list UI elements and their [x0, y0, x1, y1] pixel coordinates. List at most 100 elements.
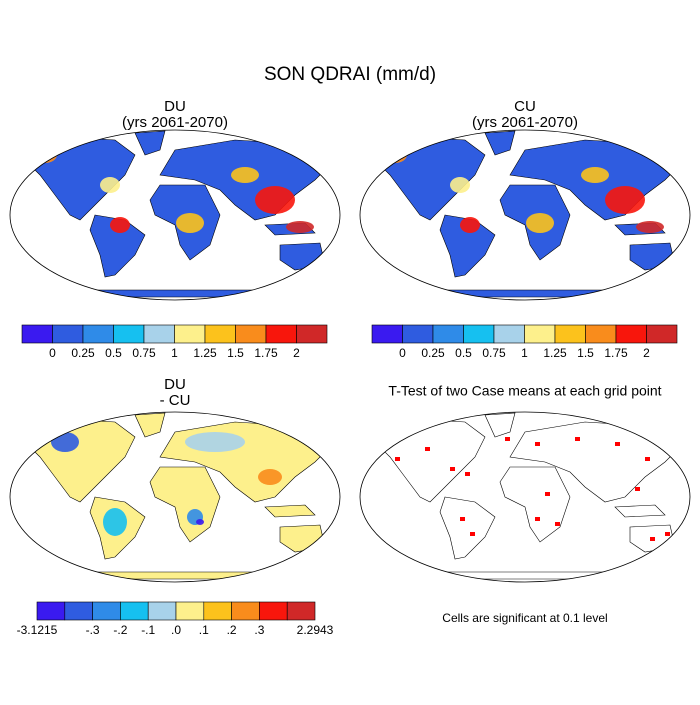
value-patch — [258, 469, 282, 485]
colorbar-box — [286, 601, 316, 621]
colorbar-box — [92, 601, 121, 621]
value-patch — [450, 177, 470, 193]
value-patch — [526, 213, 554, 233]
colorbar-label: 1 — [171, 346, 178, 360]
colorbar-box — [259, 601, 288, 621]
continent — [54, 289, 296, 298]
figure-title: SON QDRAI (mm/d) — [264, 64, 436, 85]
colorbar-box — [524, 324, 556, 344]
colorbar-label: -.1 — [141, 623, 155, 637]
continent — [614, 504, 666, 518]
panel-title: DU — [164, 98, 186, 115]
continent — [499, 466, 571, 543]
significant-cell — [470, 532, 475, 536]
colorbar-box — [235, 324, 267, 344]
colorbar-box — [615, 324, 647, 344]
significant-cell — [575, 437, 580, 441]
significant-cell — [460, 517, 465, 521]
colorbar-label: 0.5 — [105, 346, 122, 360]
colorbar-label: .3 — [254, 623, 264, 637]
colorbar-label: .2 — [227, 623, 237, 637]
significant-cell — [645, 457, 650, 461]
continent — [439, 496, 496, 560]
value-patch — [255, 186, 295, 214]
colorbar-box — [231, 601, 260, 621]
continent — [439, 214, 496, 278]
continent — [264, 504, 316, 518]
colorbar-box — [463, 324, 495, 344]
colorbar-label: 0.5 — [455, 346, 472, 360]
colorbar-label: 1.5 — [577, 346, 594, 360]
panel-note: Cells are significant at 0.1 level — [442, 611, 607, 625]
panel-title: CU — [514, 98, 536, 115]
map-border — [359, 411, 691, 583]
map-border — [359, 129, 691, 301]
continent — [509, 421, 686, 503]
significant-cell — [450, 467, 455, 471]
colorbar-label: -3.1215 — [17, 623, 58, 637]
colorbar-label: 0 — [49, 346, 56, 360]
significant-cell — [665, 532, 670, 536]
significant-cell — [650, 537, 655, 541]
panel-title: T-Test of two Case means at each grid po… — [388, 383, 661, 399]
value-patch — [460, 217, 480, 233]
colorbar-box — [432, 324, 464, 344]
value-patch — [231, 167, 259, 183]
significant-cell — [535, 517, 540, 521]
significant-cell — [545, 492, 550, 496]
value-patch — [33, 147, 57, 163]
colorbar-box — [82, 324, 114, 344]
colorbar-box — [147, 601, 177, 621]
continent — [134, 130, 166, 156]
colorbar-box — [204, 324, 236, 344]
colorbar-box — [143, 324, 175, 344]
colorbar-label: .1 — [199, 623, 209, 637]
value-patch — [100, 177, 120, 193]
continent — [134, 412, 166, 438]
value-patch — [196, 519, 204, 525]
map — [359, 411, 691, 583]
value-patch — [103, 508, 127, 536]
colorbar-label: 1.25 — [543, 346, 567, 360]
colorbar-box — [64, 601, 93, 621]
colorbar-label: 1.25 — [193, 346, 217, 360]
panel-subtitle: - CU — [160, 392, 191, 409]
colorbar-box — [52, 324, 84, 344]
colorbar-label: .0 — [171, 623, 181, 637]
colorbar-box — [21, 324, 53, 344]
value-patch — [581, 167, 609, 183]
map-border — [9, 411, 341, 583]
colorbar-label: 2.2943 — [297, 623, 334, 637]
colorbar-box — [174, 324, 206, 344]
map — [9, 129, 341, 301]
map — [359, 129, 691, 301]
colorbar-box — [265, 324, 297, 344]
map-land — [374, 412, 686, 580]
colorbar-label: 1.75 — [604, 346, 628, 360]
continent — [484, 130, 516, 156]
colorbar-label: 0.75 — [132, 346, 156, 360]
colorbar-label: -.3 — [86, 623, 100, 637]
significant-cell — [395, 457, 400, 461]
significant-cell — [615, 442, 620, 446]
significant-cell — [635, 487, 640, 491]
continent — [54, 571, 296, 580]
continent — [89, 214, 146, 278]
colorbar-label: 0 — [399, 346, 406, 360]
value-patch — [185, 432, 245, 452]
value-patch — [51, 432, 79, 452]
significant-cell — [535, 442, 540, 446]
colorbar-box — [203, 601, 232, 621]
map — [9, 411, 341, 583]
colorbar-box — [371, 324, 403, 344]
colorbar-box — [296, 324, 328, 344]
colorbar-box — [493, 324, 525, 344]
value-patch — [605, 186, 645, 214]
value-patch — [636, 221, 664, 233]
value-patch — [286, 221, 314, 233]
significant-cell — [555, 522, 560, 526]
colorbar-label: -.2 — [113, 623, 127, 637]
panel-subtitle: (yrs 2061-2070) — [122, 114, 228, 131]
colorbar-box — [113, 324, 145, 344]
colorbar-label: 2 — [293, 346, 300, 360]
